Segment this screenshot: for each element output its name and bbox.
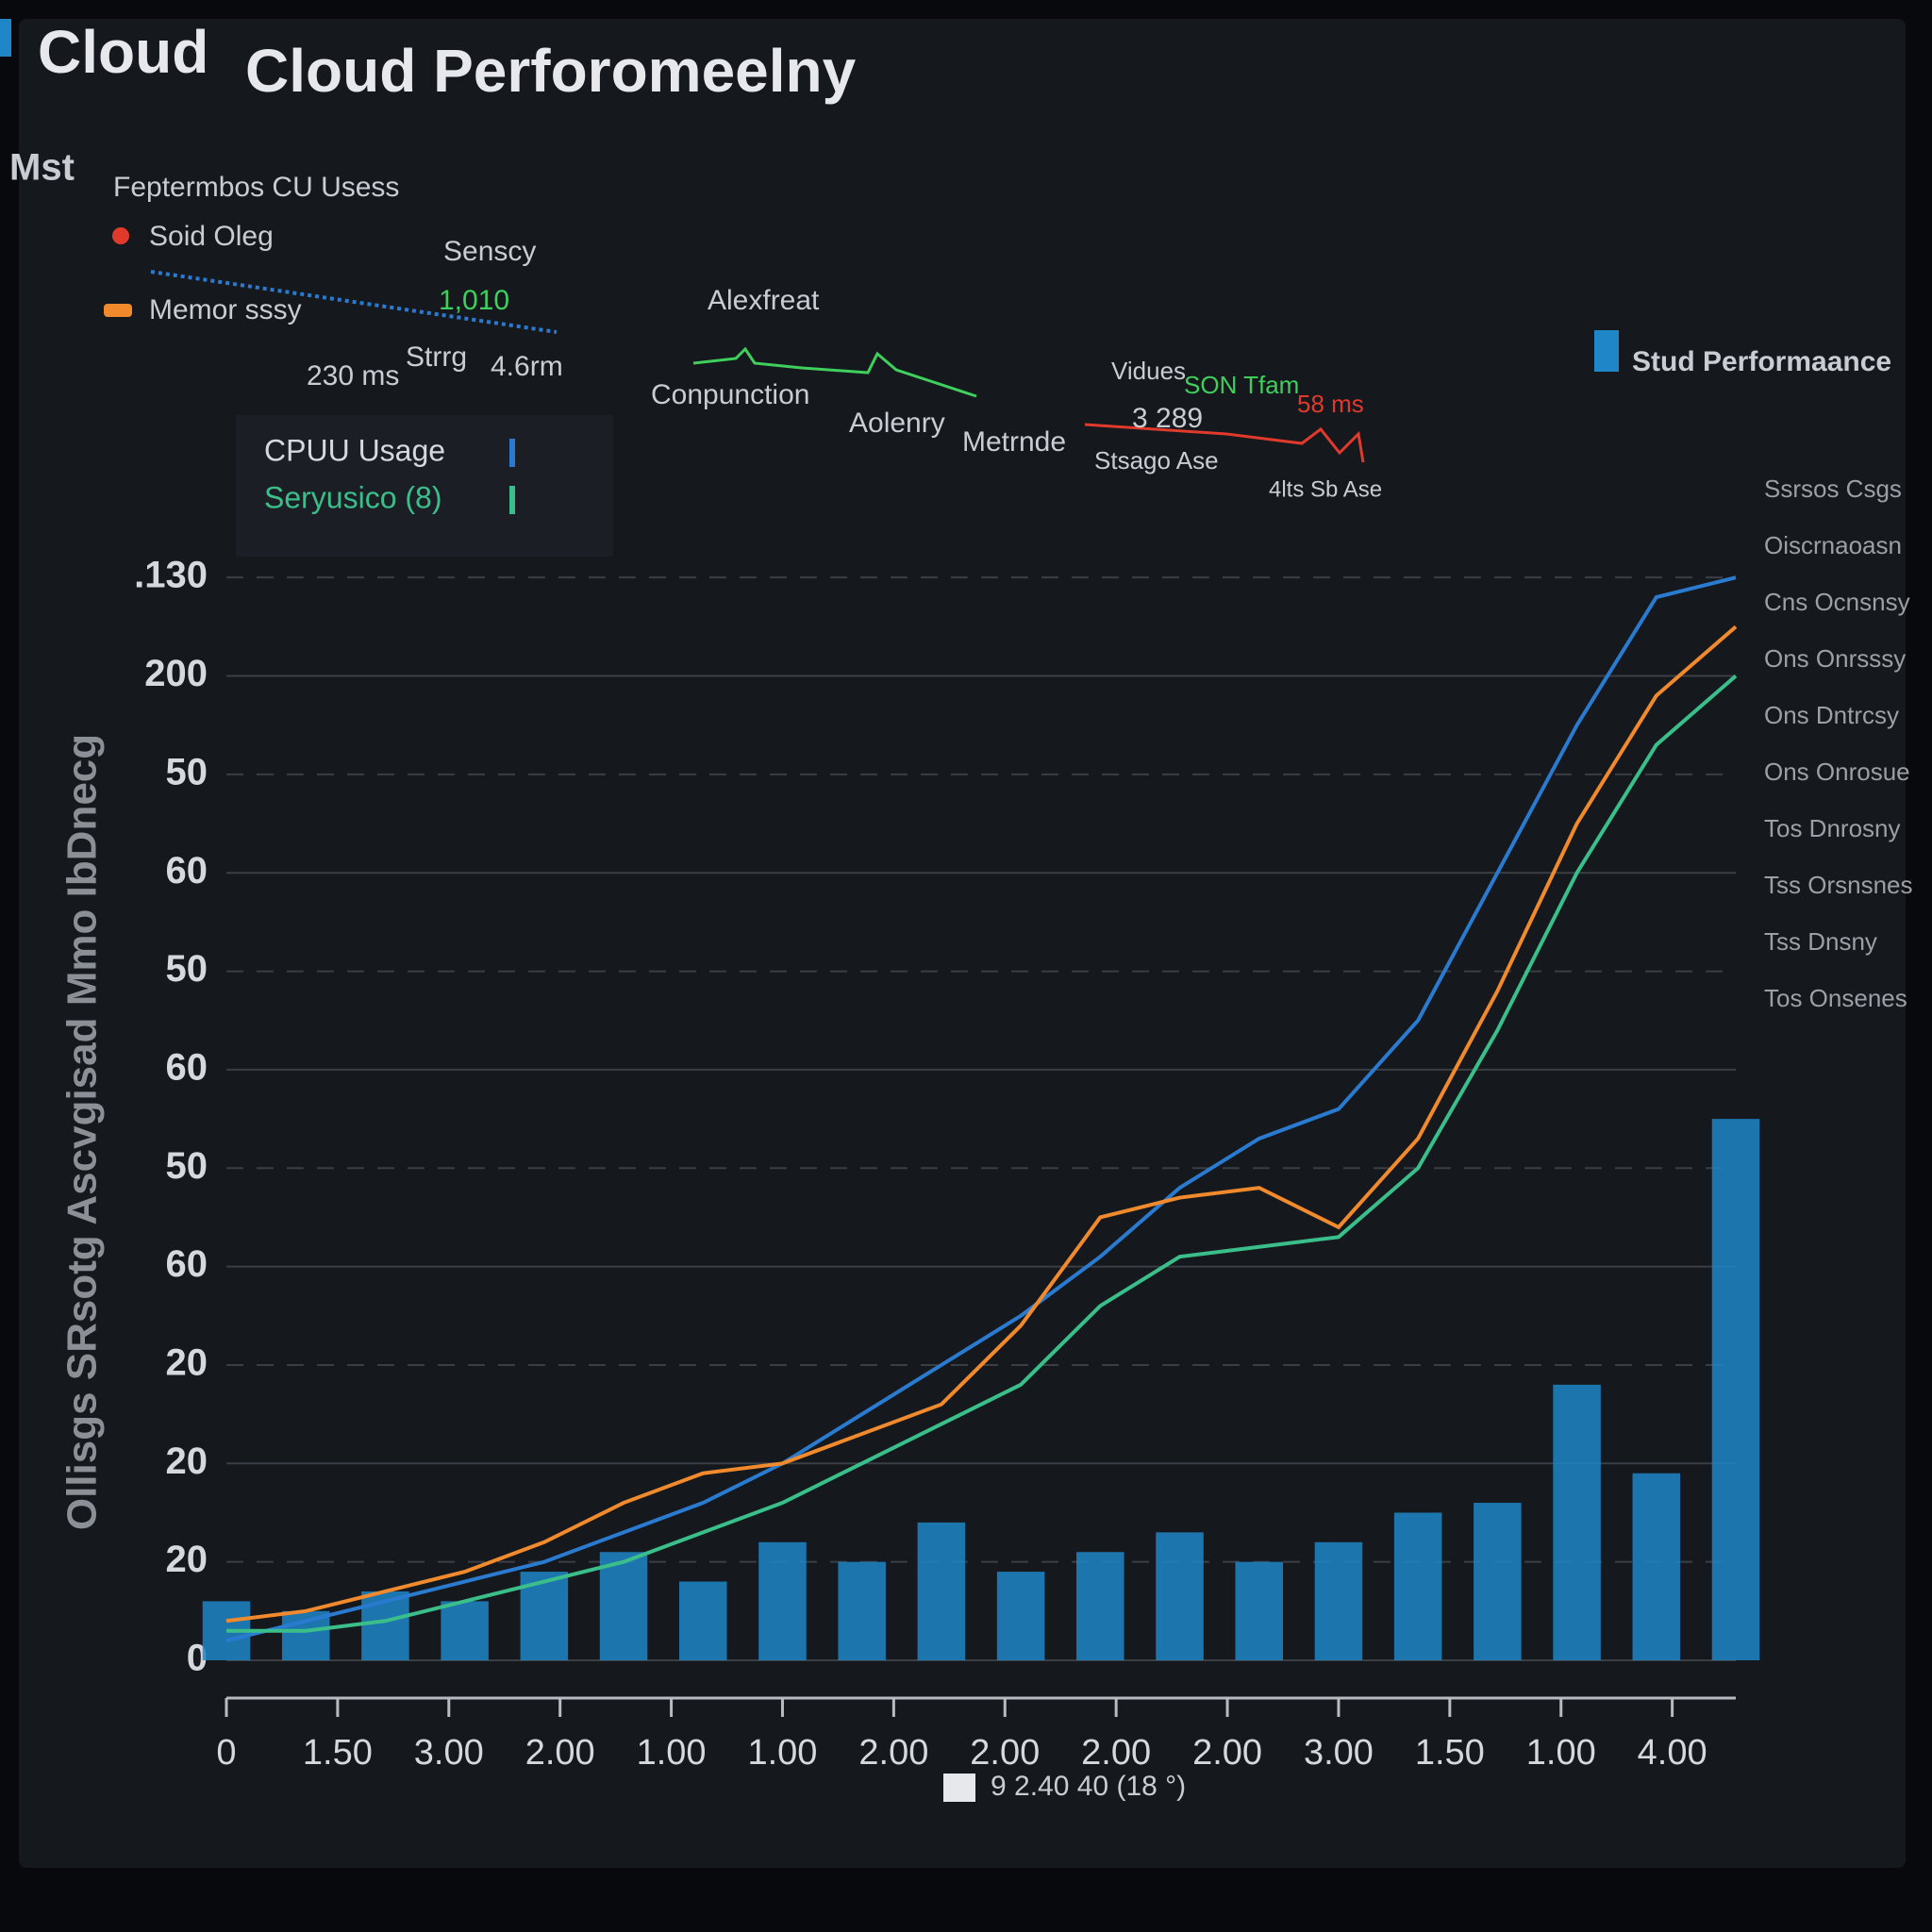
x-tick-label: 1.50 <box>1415 1733 1485 1773</box>
sidebar-item: Ssrsos Csgs <box>1764 475 1902 503</box>
bar <box>1632 1473 1681 1660</box>
bar <box>1156 1532 1204 1660</box>
metric-label: Alexfreat <box>708 285 820 316</box>
corner-label: Mst <box>9 147 75 189</box>
bar <box>441 1601 489 1660</box>
x-tick-label: 1.00 <box>1526 1733 1596 1773</box>
y-tick-label: 50 <box>166 948 208 990</box>
metric-tag: SON Tfam <box>1184 371 1299 399</box>
x-tick-label: 0 <box>216 1733 236 1773</box>
stat-label: Strrg <box>406 341 467 373</box>
bar <box>996 1572 1045 1660</box>
legend-swatch <box>509 486 515 514</box>
metric-label: Metrnde <box>962 426 1066 458</box>
sidebar-item: Tos Onsenes <box>1764 984 1907 1012</box>
metric-label: Vidues <box>1111 357 1186 385</box>
sidebar-item: Oiscrnaoasn <box>1764 531 1902 559</box>
y-tick-label: 20 <box>166 1441 208 1482</box>
title: Cloud Perforomeelny <box>245 37 857 105</box>
sidebar-item: Tss Orsnsnes <box>1764 871 1913 899</box>
stat-value: 1,010 <box>439 285 509 316</box>
line <box>225 625 1738 1624</box>
bar <box>599 1552 648 1660</box>
y-tick-label: 60 <box>166 1243 208 1285</box>
metric-value: 3 289 <box>1132 403 1203 434</box>
chart-legend-box <box>236 415 613 557</box>
x-tick-label: 1.00 <box>637 1733 707 1773</box>
sidebar-item: Ons Onrosue <box>1764 758 1910 786</box>
legend-label: CPUU Usage <box>264 433 445 467</box>
footer-icon <box>943 1774 975 1802</box>
sidebar-title: Stud Performaance <box>1632 346 1891 377</box>
sparkline <box>692 346 977 398</box>
bar <box>1474 1503 1522 1660</box>
x-tick-label: 2.00 <box>525 1733 595 1773</box>
legend-label: Seryusico (8) <box>264 480 442 514</box>
y-tick-label: 50 <box>166 1145 208 1187</box>
x-tick-label: 2.00 <box>1192 1733 1262 1773</box>
stat-value: 4.6rm <box>491 351 563 382</box>
y-axis-label: Ollisgs SRsotg Ascvgisad Mmo IbDnecg <box>59 734 106 1530</box>
x-tick-label: 1.50 <box>303 1733 373 1773</box>
y-tick-label: 60 <box>166 1046 208 1088</box>
footer-text: 9 2.40 40 (18 °) <box>991 1771 1186 1802</box>
legend-swatch <box>509 439 515 467</box>
y-tick-label: 60 <box>166 850 208 891</box>
metric-badge: 58 ms <box>1297 390 1364 418</box>
metric-label: Conpunction <box>651 379 809 410</box>
bar <box>679 1581 727 1660</box>
legend-item: Soid Oleg <box>149 221 274 252</box>
sidebar-item: Cns Ocnsnsy <box>1764 588 1910 616</box>
bar <box>1076 1552 1124 1660</box>
sidebar-item: Ons Dntrcsy <box>1764 701 1899 729</box>
x-tick-label: 2.00 <box>858 1733 928 1773</box>
metric-note: 4lts Sb Ase <box>1269 476 1382 502</box>
legend-heading: Feptermbos CU Usess <box>113 172 399 203</box>
y-tick-label: .130 <box>134 555 208 596</box>
title-short: Cloud <box>38 18 208 86</box>
legend-item: Memor sssy <box>149 294 302 325</box>
y-tick-label: 20 <box>166 1539 208 1580</box>
x-tick-label: 1.00 <box>747 1733 817 1773</box>
bar <box>1314 1541 1363 1660</box>
metrics-strip <box>692 346 1365 463</box>
sidebar-item: Ons Onrsssy <box>1764 644 1906 673</box>
stat-label: Senscy <box>443 236 536 267</box>
sidebar-item: Tos Dnrosny <box>1764 814 1901 842</box>
x-tick-label: 3.00 <box>414 1733 484 1773</box>
bar <box>1711 1119 1760 1660</box>
bar <box>1393 1512 1442 1660</box>
bar <box>1235 1561 1283 1660</box>
sidebar-item: Tss Dnsny <box>1764 927 1877 956</box>
metric-footer: Stsago Ase <box>1094 446 1219 475</box>
x-tick-label: 4.00 <box>1638 1733 1707 1773</box>
x-tick-label: 2.00 <box>1081 1733 1151 1773</box>
y-tick-label: 20 <box>166 1342 208 1384</box>
line <box>225 575 1737 1643</box>
legend-dot <box>112 227 129 244</box>
accent <box>0 19 11 57</box>
y-tick-label: 50 <box>166 751 208 792</box>
sidebar-icon <box>1594 330 1619 372</box>
metric-label: Aolenry <box>849 408 945 439</box>
x-tick-label: 3.00 <box>1304 1733 1374 1773</box>
y-tick-label: 200 <box>144 653 208 694</box>
latency: 230 ms <box>307 360 399 391</box>
legend-swatch <box>104 304 132 317</box>
line <box>226 675 1738 1633</box>
y-tick-label: 0 <box>187 1638 208 1679</box>
legend-line <box>150 270 558 334</box>
bar <box>917 1522 966 1660</box>
bar <box>838 1561 886 1660</box>
sparkline <box>1084 423 1365 463</box>
bar <box>758 1541 807 1660</box>
x-tick-label: 2.00 <box>970 1733 1040 1773</box>
bar <box>1553 1384 1601 1660</box>
